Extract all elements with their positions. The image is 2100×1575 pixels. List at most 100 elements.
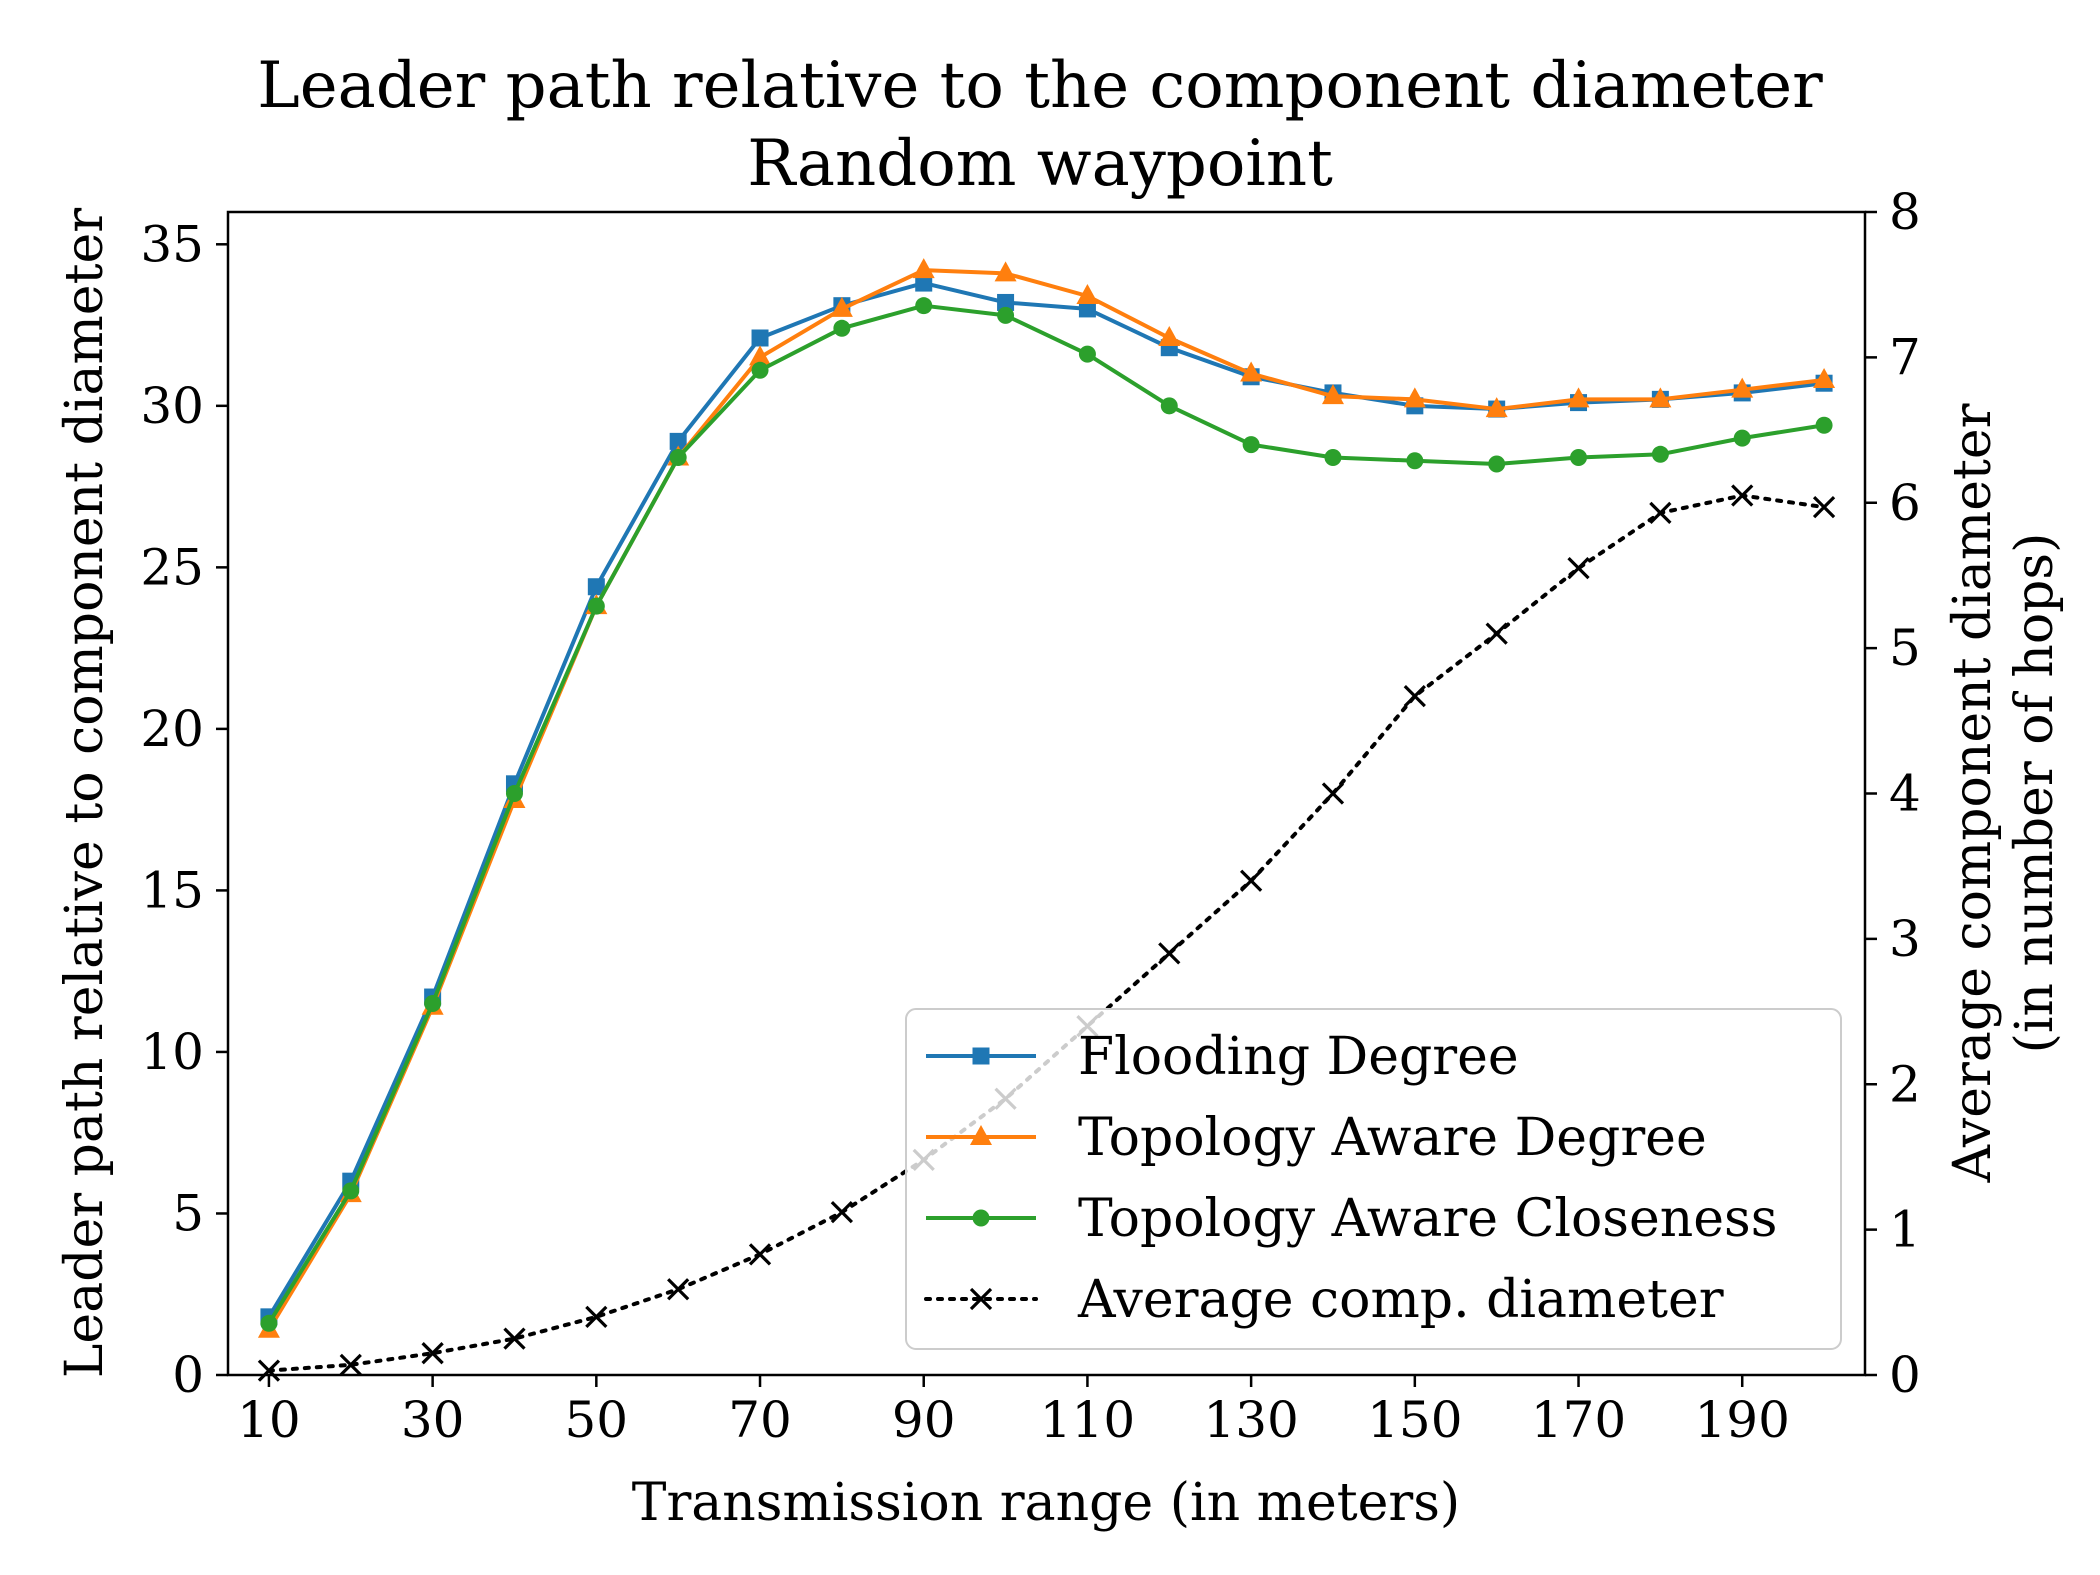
data-point-topology-aware-closeness-60	[669, 449, 687, 467]
data-point-flooding-degree-60	[669, 432, 687, 450]
y2-tick-label-4: 4	[1889, 765, 1921, 823]
data-point-average-comp-diameter-80	[830, 1201, 854, 1224]
data-point-topology-aware-degree-190	[1731, 377, 1754, 398]
x-tick-label-190: 190	[1695, 1391, 1790, 1449]
ticks-layer: 10 30 50 70 90 110 130 150 170 190051015202530350…	[140, 183, 1920, 1449]
data-point-topology-aware-degree-150	[1403, 387, 1426, 408]
x-tick-label-130: 130	[1203, 1391, 1298, 1449]
data-point-topology-aware-degree-70	[749, 345, 772, 366]
data-point-average-comp-diameter-200	[1812, 495, 1836, 519]
y-tick-label-15: 15	[140, 861, 204, 919]
x-tick-label-50: 50	[565, 1391, 629, 1449]
x-tick-label-10: 10	[237, 1391, 301, 1449]
series-topology-aware-degree	[257, 258, 1836, 1338]
data-point-topology-aware-closeness-110	[1078, 345, 1096, 363]
data-point-average-comp-diameter-160	[1485, 622, 1508, 645]
x-tick-label-150: 150	[1367, 1391, 1462, 1449]
legend-entry-topology-aware-degree: Topology Aware Degree	[926, 1108, 1707, 1168]
data-point-topology-aware-degree-160	[1485, 397, 1508, 418]
legend-marker-topology-aware-degree	[970, 1125, 992, 1145]
data-point-topology-aware-closeness-150	[1406, 452, 1424, 470]
y-tick-label-30: 30	[140, 377, 204, 435]
data-point-topology-aware-degree-90	[912, 258, 935, 279]
data-point-topology-aware-closeness-30	[424, 994, 442, 1012]
legend-marker-average-comp-diameter	[969, 1287, 993, 1311]
data-point-topology-aware-degree-200	[1813, 367, 1836, 388]
data-point-flooding-degree-100	[997, 293, 1015, 311]
data-point-topology-aware-degree-170	[1567, 387, 1590, 408]
x-tick-label-90: 90	[892, 1391, 956, 1449]
legend-label-topology-aware-closeness: Topology Aware Closeness	[1078, 1189, 1777, 1249]
x-axis-label: Transmission range (in meters)	[632, 1473, 1460, 1533]
data-point-topology-aware-degree-180	[1649, 387, 1672, 408]
y2-tick-label-3: 3	[1889, 910, 1921, 968]
y-tick-label-0: 0	[172, 1346, 204, 1404]
y-tick-label-35: 35	[140, 215, 204, 273]
data-point-topology-aware-closeness-120	[1160, 397, 1178, 415]
data-point-flooding-degree-70	[751, 329, 769, 347]
data-point-topology-aware-degree-80	[830, 296, 853, 317]
y2-tick-label-0: 0	[1889, 1346, 1921, 1404]
y2-tick-label-5: 5	[1889, 619, 1921, 677]
data-point-topology-aware-degree-100	[994, 261, 1017, 282]
data-point-topology-aware-closeness-80	[833, 319, 851, 337]
legend-entry-flooding-degree: Flooding Degree	[926, 1027, 1519, 1087]
y2-tick-label-1: 1	[1889, 1201, 1921, 1259]
y2-axis-label-line2: (in number of hops)	[2005, 533, 2065, 1054]
data-point-average-comp-diameter-190	[1731, 484, 1754, 507]
y-tick-label-5: 5	[172, 1184, 204, 1242]
legend-entry-topology-aware-closeness: Topology Aware Closeness	[926, 1189, 1777, 1249]
y2-tick-label-8: 8	[1889, 183, 1921, 241]
data-point-average-comp-diameter-20	[339, 1353, 362, 1376]
legend: Flooding Degree Topology Aware Degree Topo…	[905, 1008, 1842, 1350]
legend-label-topology-aware-degree: Topology Aware Degree	[1078, 1108, 1707, 1168]
legend-label-flooding-degree: Flooding Degree	[1078, 1027, 1519, 1087]
series-layer	[257, 258, 1836, 1382]
data-point-topology-aware-closeness-20	[342, 1182, 360, 1200]
y2-tick-label-7: 7	[1889, 328, 1921, 386]
data-point-topology-aware-closeness-100	[997, 306, 1015, 324]
legend-marker-topology-aware-closeness	[972, 1209, 990, 1227]
data-point-topology-aware-closeness-180	[1651, 445, 1669, 463]
data-point-topology-aware-closeness-170	[1570, 449, 1588, 467]
chart-title: Leader path relative to the component di…	[257, 49, 1823, 123]
data-point-topology-aware-closeness-190	[1733, 429, 1751, 447]
series-topology-aware-closeness	[260, 297, 1833, 1332]
y-tick-label-25: 25	[140, 538, 204, 596]
legend-box	[905, 1008, 1842, 1350]
x-tick-label-70: 70	[728, 1391, 792, 1449]
data-point-topology-aware-degree-110	[1076, 283, 1099, 304]
data-point-average-comp-diameter-60	[667, 1278, 690, 1301]
y-axis-label: Leader path relative to component diamet…	[55, 208, 115, 1378]
data-point-topology-aware-closeness-130	[1242, 436, 1260, 454]
data-point-average-comp-diameter-170	[1567, 557, 1590, 580]
data-point-flooding-degree-50	[587, 578, 605, 596]
data-point-flooding-degree-90	[915, 274, 933, 292]
legend-label-average-comp-diameter: Average comp. diameter	[1077, 1270, 1724, 1330]
y2-tick-label-2: 2	[1889, 1055, 1921, 1113]
data-point-topology-aware-closeness-160	[1488, 455, 1506, 473]
data-point-topology-aware-closeness-90	[915, 297, 933, 315]
y2-axis-label-line1: Average component diameter	[1943, 403, 2003, 1183]
data-point-topology-aware-degree-120	[1158, 325, 1181, 346]
data-point-average-comp-diameter-10	[257, 1359, 281, 1382]
data-point-flooding-degree-110	[1078, 300, 1096, 318]
legend-marker-flooding-degree	[972, 1047, 990, 1065]
data-point-topology-aware-closeness-10	[260, 1314, 278, 1332]
data-point-average-comp-diameter-50	[585, 1305, 608, 1328]
data-point-topology-aware-closeness-70	[751, 361, 769, 379]
data-point-average-comp-diameter-150	[1403, 684, 1426, 708]
data-point-topology-aware-closeness-140	[1324, 449, 1342, 467]
data-point-average-comp-diameter-130	[1239, 869, 1263, 892]
series-line-topology-aware-closeness	[267, 303, 1825, 1325]
data-point-average-comp-diameter-40	[503, 1327, 526, 1350]
data-point-topology-aware-closeness-200	[1815, 416, 1833, 434]
y2-tick-label-6: 6	[1889, 474, 1921, 532]
data-point-topology-aware-degree-140	[1321, 384, 1344, 405]
y-tick-label-20: 20	[140, 700, 204, 758]
y-tick-label-10: 10	[140, 1023, 204, 1081]
data-point-topology-aware-closeness-50	[587, 597, 605, 615]
x-tick-label-110: 110	[1040, 1391, 1135, 1449]
data-point-average-comp-diameter-70	[748, 1243, 772, 1266]
